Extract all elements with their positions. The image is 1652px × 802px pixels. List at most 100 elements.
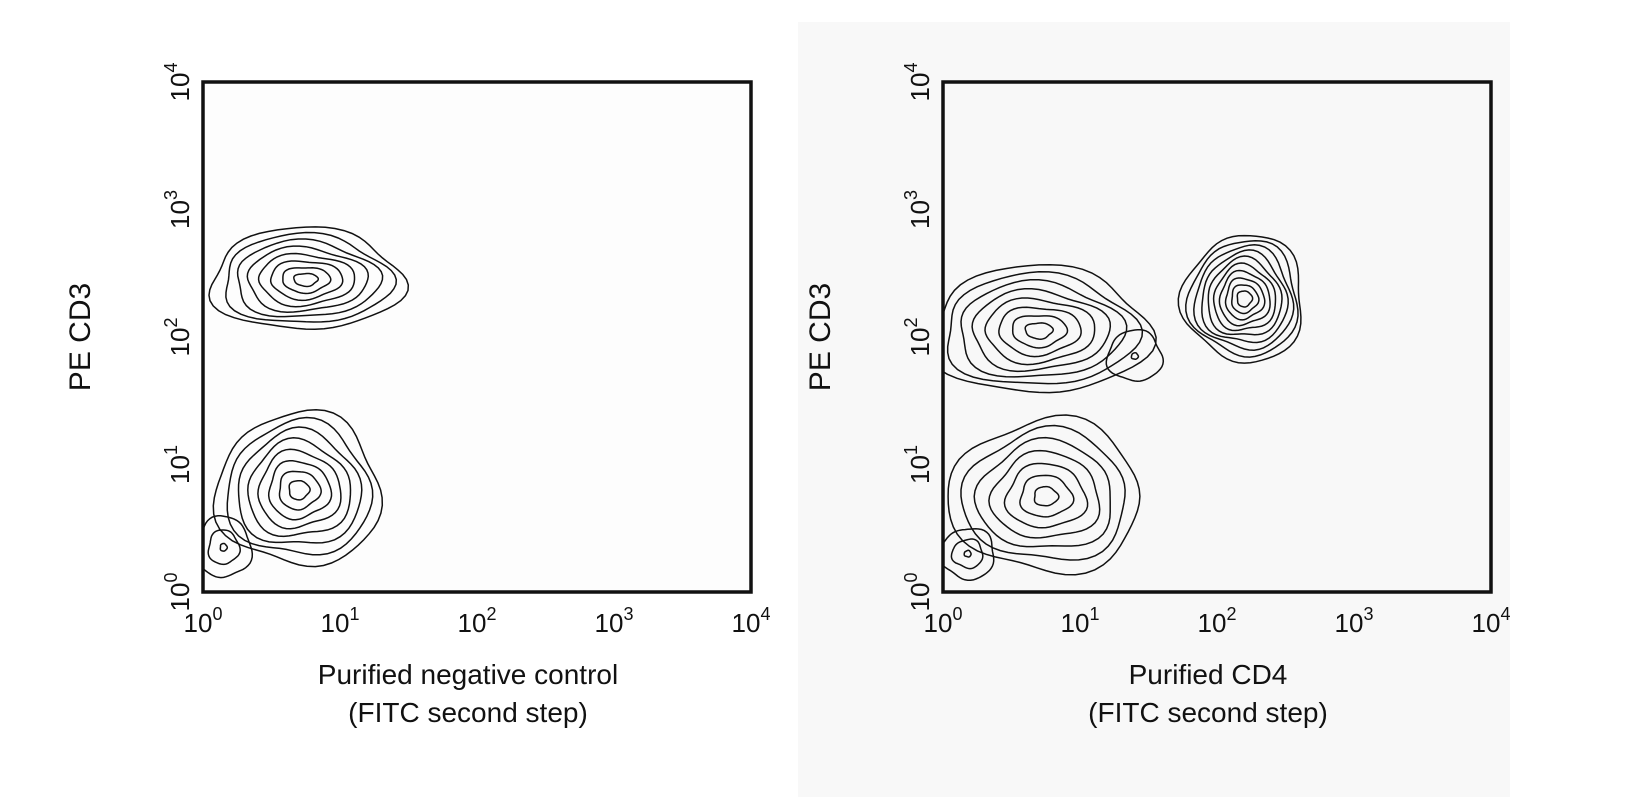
contour-line xyxy=(207,529,241,566)
x-axis-label-line: Purified negative control xyxy=(318,659,618,690)
x-tick-exponent: 3 xyxy=(623,604,633,624)
y-tick-base: 10 xyxy=(165,455,195,484)
x-tick-base: 10 xyxy=(1061,608,1090,638)
population-cd3-lower xyxy=(212,408,384,568)
y-tick-base: 10 xyxy=(165,328,195,357)
x-tick-exponent: 0 xyxy=(212,604,222,624)
population-cd3-upper-left xyxy=(208,226,410,330)
x-tick-exponent: 1 xyxy=(1089,604,1099,624)
y-tick-exponent: 3 xyxy=(901,190,921,200)
contour-line xyxy=(278,470,322,511)
contour-line xyxy=(1231,284,1260,315)
x-tick-exponent: 4 xyxy=(760,604,770,624)
y-tick-base: 10 xyxy=(905,200,935,229)
x-tick-label: 104 xyxy=(1472,604,1511,638)
population-cd3-cd4- xyxy=(943,263,1157,394)
x-tick-label: 103 xyxy=(595,604,634,638)
y-tick-label: 100 xyxy=(901,573,935,612)
x-tick-base: 10 xyxy=(184,608,213,638)
x-tick-base: 10 xyxy=(321,608,350,638)
contour-line xyxy=(960,424,1126,561)
y-tick-exponent: 4 xyxy=(161,63,181,73)
plot-frame xyxy=(201,80,753,594)
y-tick-label: 103 xyxy=(161,190,195,229)
contour-line xyxy=(208,226,410,330)
y-tick-label: 101 xyxy=(901,445,935,484)
y-tick-exponent: 2 xyxy=(161,318,181,328)
contour-line xyxy=(998,306,1082,358)
x-tick-exponent: 1 xyxy=(349,604,359,624)
contour-line xyxy=(947,414,1141,576)
contour-line xyxy=(246,245,370,313)
population-small-lower-left xyxy=(943,528,995,582)
y-tick-base: 10 xyxy=(905,328,935,357)
x-tick-label: 101 xyxy=(321,604,360,638)
y-tick-exponent: 2 xyxy=(901,318,921,328)
y-tick-base: 10 xyxy=(165,73,195,102)
contour-line xyxy=(943,263,1157,394)
y-tick-base: 10 xyxy=(905,455,935,484)
population-cd3-lower xyxy=(947,414,1141,576)
y-tick-label: 102 xyxy=(901,318,935,357)
contour-line xyxy=(293,272,320,288)
x-axis-label-line: (FITC second step) xyxy=(348,697,588,728)
contour-line xyxy=(203,515,254,579)
x-tick-base: 10 xyxy=(1335,608,1364,638)
y-tick-exponent: 0 xyxy=(901,573,921,583)
y-tick-base: 10 xyxy=(905,583,935,612)
contour-line xyxy=(269,260,344,302)
x-tick-label: 102 xyxy=(458,604,497,638)
contour-line xyxy=(973,436,1111,548)
contour-line xyxy=(226,416,374,556)
contour-line xyxy=(257,252,356,308)
y-tick-exponent: 0 xyxy=(161,573,181,583)
y-tick-label: 101 xyxy=(161,445,195,484)
y-tick-label: 104 xyxy=(161,63,195,102)
x-tick-exponent: 4 xyxy=(1500,604,1510,624)
x-tick-exponent: 2 xyxy=(486,604,496,624)
x-tick-base: 10 xyxy=(924,608,953,638)
contour-line xyxy=(236,238,384,318)
contour-line xyxy=(257,448,342,530)
contour-line xyxy=(1105,328,1165,382)
y-tick-exponent: 4 xyxy=(901,63,921,73)
y-tick-exponent: 3 xyxy=(161,190,181,200)
x-tick-base: 10 xyxy=(595,608,624,638)
contour-line xyxy=(960,279,1128,378)
contour-line xyxy=(1212,262,1277,332)
contour-line xyxy=(943,528,995,582)
contour-line xyxy=(1236,290,1254,308)
y-tick-base: 10 xyxy=(905,73,935,102)
contour-line xyxy=(971,287,1112,373)
contour-line xyxy=(984,297,1096,366)
x-axis-label-line: (FITC second step) xyxy=(1088,697,1328,728)
y-tick-base: 10 xyxy=(165,583,195,612)
x-tick-base: 10 xyxy=(458,608,487,638)
contour-line xyxy=(1033,485,1060,507)
y-tick-exponent: 1 xyxy=(901,445,921,455)
contour-line xyxy=(946,271,1144,385)
population-small-mid xyxy=(1105,328,1165,382)
x-tick-label: 104 xyxy=(732,604,771,638)
x-tick-exponent: 0 xyxy=(952,604,962,624)
x-tick-label: 100 xyxy=(924,604,963,638)
contour-line xyxy=(267,459,333,521)
y-tick-label: 103 xyxy=(901,190,935,229)
x-tick-base: 10 xyxy=(1472,608,1501,638)
x-tick-label: 103 xyxy=(1335,604,1374,638)
contour-line xyxy=(950,538,984,570)
y-axis-label: PE CD3 xyxy=(64,283,97,391)
x-tick-base: 10 xyxy=(1198,608,1227,638)
contour-group xyxy=(943,234,1302,582)
contour-line xyxy=(225,231,398,323)
contour-line xyxy=(237,426,363,544)
y-tick-label: 104 xyxy=(901,63,935,102)
contour-line xyxy=(1185,240,1299,358)
contour-line xyxy=(212,408,384,568)
x-tick-exponent: 2 xyxy=(1226,604,1236,624)
population-small-lower-left xyxy=(203,515,254,579)
contour-line xyxy=(988,449,1101,539)
contour-line xyxy=(1201,249,1289,344)
